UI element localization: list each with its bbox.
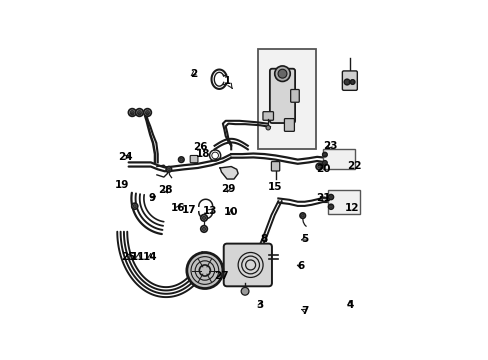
Text: 24: 24 (118, 152, 133, 162)
Text: 10: 10 (224, 207, 238, 217)
FancyBboxPatch shape (190, 156, 198, 163)
Text: 19: 19 (114, 180, 129, 190)
Text: 6: 6 (296, 261, 304, 271)
Circle shape (315, 163, 322, 170)
Text: 2: 2 (190, 69, 197, 79)
Circle shape (145, 111, 149, 114)
Circle shape (322, 152, 326, 157)
Circle shape (265, 126, 270, 130)
Polygon shape (220, 167, 238, 179)
Circle shape (328, 194, 333, 199)
Circle shape (202, 216, 205, 220)
Circle shape (323, 162, 325, 164)
Text: 12: 12 (344, 203, 358, 213)
Circle shape (200, 226, 207, 232)
Circle shape (317, 165, 320, 168)
Circle shape (131, 113, 133, 114)
Text: 27: 27 (214, 271, 228, 281)
FancyBboxPatch shape (271, 162, 279, 171)
Circle shape (180, 158, 183, 161)
Circle shape (202, 227, 205, 231)
Circle shape (351, 81, 353, 83)
Bar (322, 149, 354, 169)
Bar (257, 49, 315, 149)
Circle shape (137, 111, 141, 114)
Circle shape (322, 161, 326, 165)
Text: 22: 22 (346, 161, 361, 171)
Circle shape (146, 113, 148, 114)
Text: 28: 28 (158, 185, 172, 195)
Text: 21: 21 (315, 193, 330, 203)
Circle shape (145, 112, 149, 115)
Circle shape (143, 109, 151, 116)
Text: 9: 9 (148, 193, 155, 203)
Text: 4: 4 (346, 300, 353, 310)
Circle shape (130, 112, 134, 115)
Circle shape (138, 113, 140, 114)
Circle shape (328, 204, 333, 209)
Text: 13: 13 (203, 206, 217, 216)
Circle shape (344, 79, 349, 85)
Circle shape (135, 109, 143, 116)
Circle shape (329, 206, 331, 208)
Circle shape (241, 287, 248, 295)
Circle shape (128, 109, 136, 116)
Text: 17: 17 (182, 204, 196, 215)
Text: 23: 23 (323, 141, 337, 151)
FancyBboxPatch shape (290, 90, 299, 102)
Text: 15: 15 (268, 183, 282, 192)
Circle shape (350, 80, 354, 84)
Text: 29: 29 (221, 184, 235, 194)
Circle shape (345, 81, 348, 84)
FancyBboxPatch shape (263, 112, 273, 120)
FancyBboxPatch shape (284, 118, 294, 131)
Text: 7: 7 (300, 306, 308, 316)
Circle shape (178, 157, 183, 162)
Circle shape (299, 213, 305, 219)
FancyBboxPatch shape (269, 69, 294, 123)
FancyBboxPatch shape (342, 71, 357, 90)
Circle shape (274, 66, 290, 81)
Circle shape (131, 203, 138, 209)
FancyBboxPatch shape (224, 244, 271, 286)
Text: 5: 5 (301, 234, 307, 244)
Text: 3: 3 (256, 300, 264, 310)
Text: 1: 1 (223, 76, 232, 89)
Circle shape (130, 111, 134, 114)
Circle shape (167, 168, 170, 171)
Text: 26: 26 (193, 142, 207, 152)
Circle shape (278, 69, 286, 78)
Circle shape (138, 112, 141, 115)
Bar (327, 190, 359, 214)
Circle shape (166, 167, 171, 172)
Circle shape (186, 252, 223, 288)
Text: 20: 20 (315, 164, 330, 174)
Text: 11: 11 (131, 252, 145, 262)
Circle shape (329, 196, 331, 198)
Circle shape (133, 205, 136, 208)
Text: 18: 18 (196, 149, 210, 159)
Text: 16: 16 (170, 203, 185, 213)
Circle shape (301, 214, 304, 217)
Circle shape (323, 153, 325, 156)
Circle shape (200, 215, 207, 221)
Text: 14: 14 (142, 252, 157, 262)
Text: 8: 8 (260, 234, 267, 244)
Text: 25: 25 (121, 252, 135, 262)
